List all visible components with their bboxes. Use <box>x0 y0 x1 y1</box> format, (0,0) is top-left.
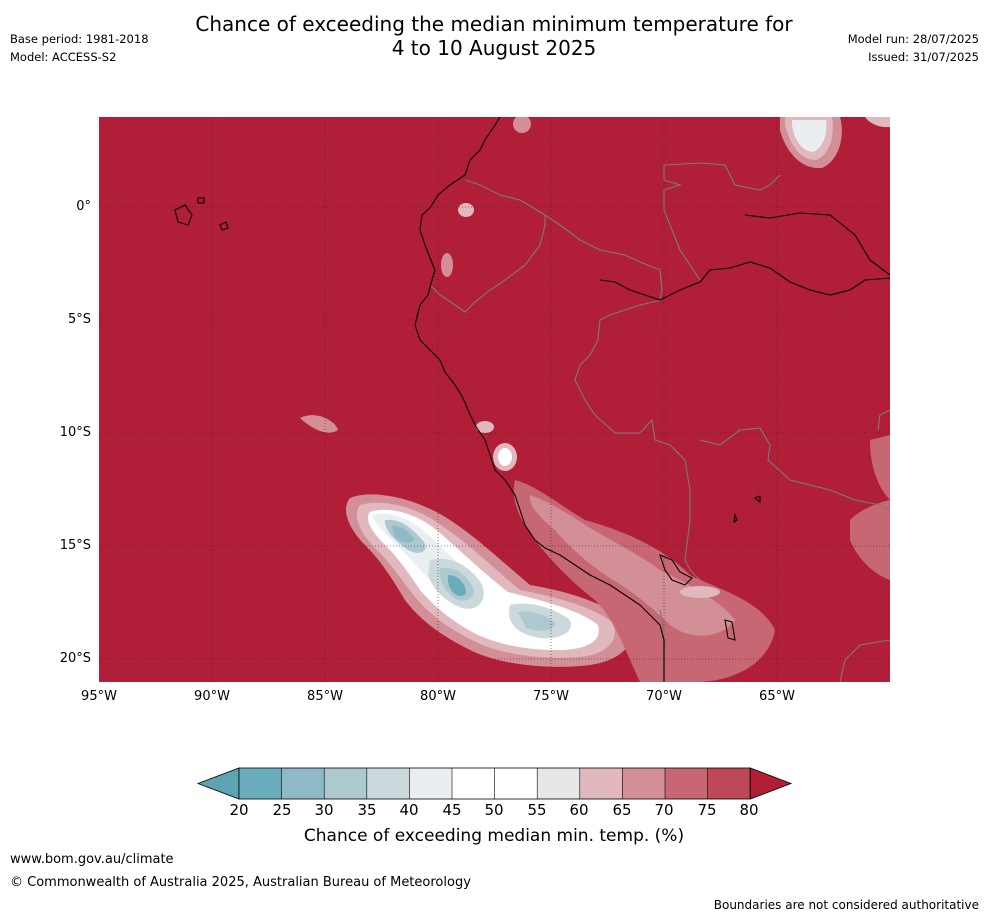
lat-label-15s: 15°S <box>59 538 91 553</box>
issued-text: Issued: 31/07/2025 <box>868 50 979 64</box>
colorbar-tick-50: 50 <box>484 801 504 819</box>
colorbar-tick-30: 30 <box>314 801 334 819</box>
map-title-line2: 4 to 10 August 2025 <box>391 36 597 60</box>
lon-label-80w: 80°W <box>420 689 456 704</box>
footer-copyright: © Commonwealth of Australia 2025, Austra… <box>10 875 471 890</box>
colorbar-tick-45: 45 <box>442 801 462 819</box>
small-anomalies <box>300 117 890 682</box>
colorbar-segment <box>494 768 538 799</box>
lat-label-5s: 5°S <box>67 312 91 327</box>
map-title-line1: Chance of exceeding the median minimum t… <box>195 12 793 36</box>
coastline <box>174 117 890 682</box>
colorbar-tick-55: 55 <box>527 801 547 819</box>
lon-label-95w: 95°W <box>81 689 117 704</box>
colorbar-tick-40: 40 <box>399 801 419 819</box>
colorbar-title: Chance of exceeding median min. temp. (%… <box>303 826 685 846</box>
colorbar-under-triangle <box>196 767 240 800</box>
lat-label-20s: 20°S <box>59 651 91 666</box>
colorbar-over-triangle <box>749 767 793 800</box>
offshore-anomaly <box>345 494 631 667</box>
country-borders <box>429 162 890 682</box>
colorbar-segment <box>366 768 410 799</box>
colorbar-segment <box>324 768 368 799</box>
colorbar-segment <box>707 768 751 799</box>
colorbar-tick-25: 25 <box>272 801 292 819</box>
lon-label-65w: 65°W <box>759 689 795 704</box>
colorbar-tick-70: 70 <box>654 801 674 819</box>
colorbar-segment <box>409 768 453 799</box>
lon-label-85w: 85°W <box>307 689 343 704</box>
colorbar-tick-80: 80 <box>739 801 759 819</box>
colorbar-tick-65: 65 <box>612 801 632 819</box>
lon-label-75w: 75°W <box>533 689 569 704</box>
lon-label-70w: 70°W <box>646 689 682 704</box>
colorbar-segment <box>665 768 709 799</box>
colorbar-segment <box>537 768 581 799</box>
model-run-text: Model run: 28/07/2025 <box>847 32 979 46</box>
lat-label-10s: 10°S <box>59 425 91 440</box>
footer-note: Boundaries are not considered authoritat… <box>713 898 979 912</box>
colorbar-segment <box>239 768 283 799</box>
colorbar-segment <box>622 768 666 799</box>
base-period-text: Base period: 1981-2018 <box>10 32 149 46</box>
colorbar-segment <box>281 768 325 799</box>
colorbar-tick-60: 60 <box>569 801 589 819</box>
colorbar-segment <box>579 768 623 799</box>
map-title: Chance of exceeding the median minimum t… <box>0 12 988 60</box>
colorbar-tick-75: 75 <box>697 801 717 819</box>
map-field <box>99 117 890 682</box>
colorbar-tick-35: 35 <box>357 801 377 819</box>
model-text: Model: ACCESS-S2 <box>10 50 117 64</box>
lon-label-90w: 90°W <box>194 689 230 704</box>
footer-url: www.bom.gov.au/climate <box>10 852 174 867</box>
colorbar-tick-20: 20 <box>229 801 249 819</box>
meta-right: Model run: 28/07/2025 Issued: 31/07/2025 <box>848 30 979 66</box>
colorbar-segment <box>452 768 496 799</box>
graticule <box>99 117 890 682</box>
lat-label-0: 0° <box>76 199 91 214</box>
meta-left: Base period: 1981-2018 Model: ACCESS-S2 <box>10 30 149 66</box>
